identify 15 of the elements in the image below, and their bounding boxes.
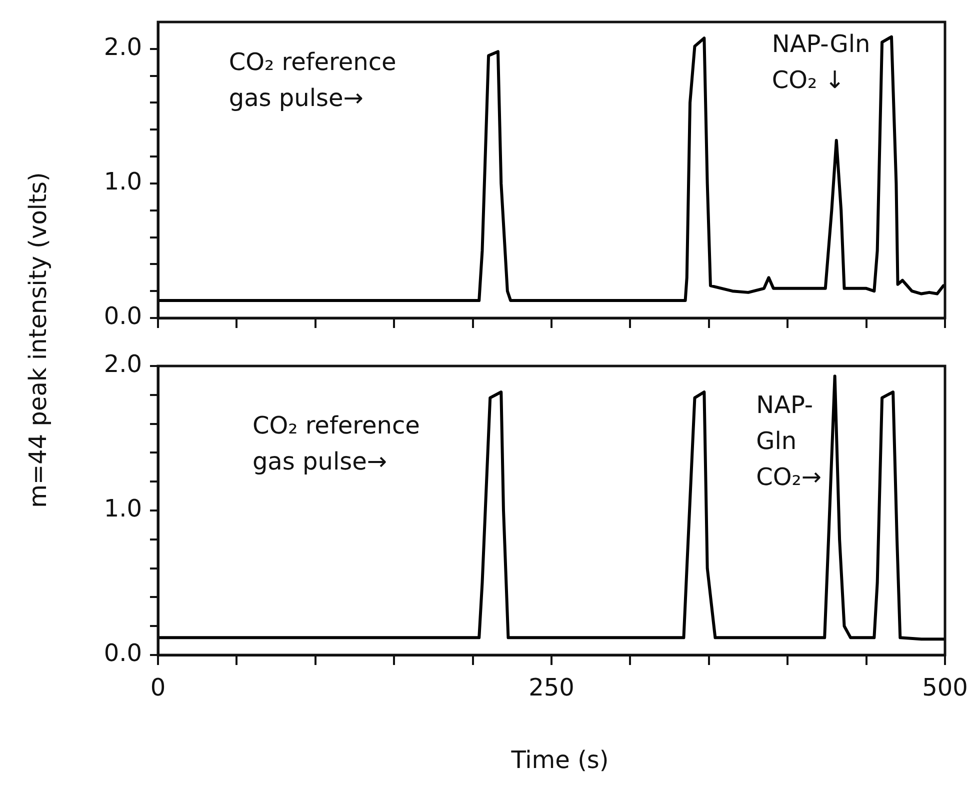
annotation: NAP- Gln CO₂→ — [756, 391, 822, 492]
y-tick-label: 1.0 — [104, 494, 142, 523]
annotation: NAP-Gln CO₂ ↓ — [772, 30, 870, 94]
y-tick-label: 0.0 — [104, 639, 142, 668]
x-tick-label: 250 — [528, 674, 574, 702]
annotation: CO₂ reference gas pulse→ — [252, 411, 420, 476]
y-tick-label: 0.0 — [104, 302, 142, 330]
y-tick-label: 1.0 — [104, 168, 142, 196]
annotation: CO₂ reference gas pulse→ — [228, 48, 396, 112]
y-tick-label: 2.0 — [104, 33, 142, 62]
x-tick-label: 0 — [150, 674, 166, 702]
x-tick-label: 500 — [922, 674, 968, 702]
y-tick-label: 2.0 — [104, 350, 142, 378]
x-axis-title: Time (s) — [511, 746, 609, 774]
y-axis-title: m=44 peak intensity (volts) — [24, 172, 52, 508]
